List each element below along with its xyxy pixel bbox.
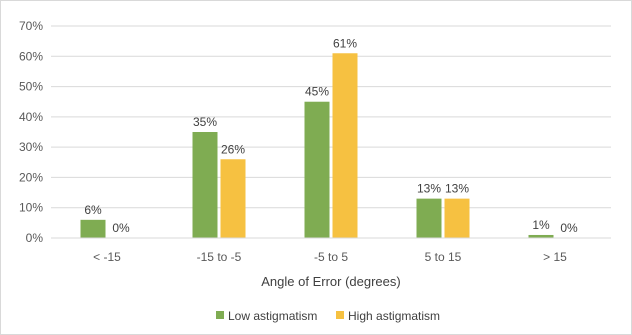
x-tick-label: < -15	[93, 250, 121, 264]
bar-high-astigmatism	[332, 53, 358, 238]
bar-low-astigmatism	[80, 219, 106, 238]
bar-high-astigmatism	[444, 198, 470, 238]
y-tick-label: 10%	[19, 201, 43, 215]
bar-low-astigmatism	[416, 198, 442, 238]
data-label: 1%	[532, 218, 550, 232]
data-label: 0%	[112, 221, 130, 235]
x-tick-label: -15 to -5	[197, 250, 242, 264]
legend-label: High astigmatism	[348, 309, 440, 323]
y-tick-label: 70%	[19, 19, 43, 33]
x-tick-label: 5 to 15	[425, 250, 462, 264]
data-label: 0%	[560, 221, 578, 235]
y-axis-ticks: 0% 10% 20% 30% 40% 50% 60% 70%	[19, 19, 43, 245]
data-labels: 6% 0% 35% 26% 45% 61% 13% 13% 1% 0%	[84, 36, 578, 235]
data-label: 13%	[445, 182, 469, 196]
bar-low-astigmatism	[528, 234, 554, 238]
data-label: 26%	[221, 142, 245, 156]
bar-low-astigmatism	[192, 132, 218, 238]
data-label: 6%	[84, 203, 102, 217]
y-tick-label: 60%	[19, 49, 43, 63]
data-label: 13%	[417, 182, 441, 196]
x-axis-ticks: < -15 -15 to -5 -5 to 5 5 to 15 > 15	[93, 250, 567, 264]
y-tick-label: 30%	[19, 140, 43, 154]
bars	[80, 53, 554, 238]
gridlines	[51, 25, 611, 209]
data-label: 35%	[193, 115, 217, 129]
y-tick-label: 0%	[26, 231, 44, 245]
y-tick-label: 50%	[19, 80, 43, 94]
x-axis-title: Angle of Error (degrees)	[261, 274, 400, 289]
y-tick-label: 40%	[19, 110, 43, 124]
legend-label: Low astigmatism	[228, 309, 317, 323]
y-tick-label: 20%	[19, 170, 43, 184]
bar-high-astigmatism	[220, 159, 246, 238]
legend-swatch	[336, 311, 344, 319]
x-tick-label: > 15	[543, 250, 567, 264]
data-label: 45%	[305, 85, 329, 99]
x-tick-label: -5 to 5	[314, 250, 348, 264]
legend: Low astigmatism High astigmatism	[216, 309, 440, 323]
legend-swatch	[216, 311, 224, 319]
data-label: 61%	[333, 36, 357, 50]
bar-low-astigmatism	[304, 101, 330, 238]
